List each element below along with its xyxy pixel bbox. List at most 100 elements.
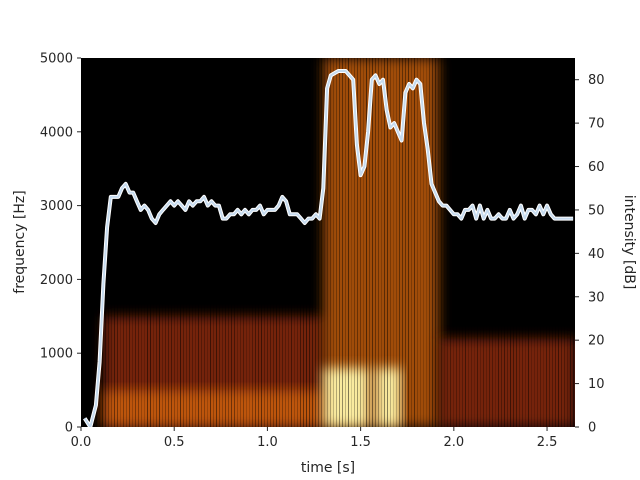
spectrogram-stripe: [408, 58, 409, 427]
spectrogram-stripe: [90, 58, 91, 427]
spectrogram-stripe: [498, 58, 499, 427]
spectrogram-stripe: [174, 58, 175, 427]
spectrogram-stripe: [288, 58, 289, 427]
spectrogram-stripe: [234, 58, 235, 427]
spectrogram-stripe: [573, 58, 574, 427]
x-tick-label: 1.5: [350, 435, 371, 450]
x-tick-label: 0.5: [164, 435, 185, 450]
y-tick-label: 0: [65, 421, 73, 436]
spectrogram-stripe: [201, 58, 202, 427]
spectrogram-stripe: [321, 58, 322, 427]
spectrogram-stripe: [486, 58, 487, 427]
spectrogram-stripe: [537, 58, 538, 427]
spectrogram-stripe: [312, 58, 313, 427]
spectrogram-stripe: [141, 58, 142, 427]
spectrogram-stripe: [360, 58, 361, 427]
spectrogram-stripe: [246, 58, 247, 427]
spectrogram-stripe: [423, 58, 424, 427]
spectrogram-stripe: [213, 58, 214, 427]
spectrogram-stripe: [414, 58, 415, 427]
spectrogram-stripe: [129, 58, 130, 427]
spectrogram-stripe: [102, 58, 103, 427]
y2-tick-label: 0: [588, 421, 596, 436]
spectrogram-stripe: [441, 58, 442, 427]
spectrogram-stripe: [210, 58, 211, 427]
spectrogram-stripe: [348, 58, 349, 427]
spectrogram-stripe: [483, 58, 484, 427]
spectrogram-stripe: [477, 58, 478, 427]
spectrogram-stripe: [552, 58, 553, 427]
spectrogram-stripe: [369, 58, 370, 427]
spectrogram-stripe: [300, 58, 301, 427]
spectrogram-stripe: [237, 58, 238, 427]
spectrogram-stripe: [402, 58, 403, 427]
spectrogram-stripe: [120, 58, 121, 427]
spectrogram-stripe: [468, 58, 469, 427]
spectrogram-stripe: [480, 58, 481, 427]
spectrogram-stripe: [534, 58, 535, 427]
spectrogram-stripe: [396, 58, 397, 427]
spectrogram-stripe: [465, 58, 466, 427]
spectrogram-stripe: [411, 58, 412, 427]
spectrogram-stripe: [330, 58, 331, 427]
spectrogram-stripe: [273, 58, 274, 427]
spectrogram-stripe: [492, 58, 493, 427]
x-axis-label: time [s]: [301, 460, 355, 476]
spectrogram-stripe: [429, 58, 430, 427]
spectrogram-stripe: [252, 58, 253, 427]
spectrogram-stripe: [240, 58, 241, 427]
spectrogram-stripe: [489, 58, 490, 427]
spectrogram-stripe: [420, 58, 421, 427]
spectrogram-stripe: [504, 58, 505, 427]
spectrogram-stripe: [168, 58, 169, 427]
spectrogram-stripe: [522, 58, 523, 427]
y2-axis-ticks: 0 10 20 30 40 50 60 70 80: [575, 73, 605, 436]
spectrogram-stripe: [153, 58, 154, 427]
spectrogram-stripe: [450, 58, 451, 427]
spectrogram-regions: [103, 58, 575, 427]
spectrogram-stripe: [324, 58, 325, 427]
spectrogram-stripe: [513, 58, 514, 427]
spectrogram-stripe: [528, 58, 529, 427]
spectrogram-stripe: [171, 58, 172, 427]
spectrogram-stripe: [84, 58, 85, 427]
spectrogram-stripe: [516, 58, 517, 427]
spectrogram-stripe: [267, 58, 268, 427]
y-tick-label: 2000: [40, 273, 73, 288]
intensity-series: [83, 69, 574, 427]
spectrogram-stripe: [354, 58, 355, 427]
spectrogram-stripe: [159, 58, 160, 427]
spectrogram-stripe: [519, 58, 520, 427]
y2-tick-label: 10: [588, 377, 605, 392]
spectrogram-stripe: [315, 58, 316, 427]
spectrogram-stripe: [216, 58, 217, 427]
x-tick-label: 0.0: [71, 435, 92, 450]
spectrogram-region: [375, 367, 402, 427]
spectrogram-stripe: [561, 58, 562, 427]
spectrogram-stripe: [540, 58, 541, 427]
spectrogram-stripe: [372, 58, 373, 427]
spectrogram-stripe: [459, 58, 460, 427]
spectrogram-stripe: [261, 58, 262, 427]
spectrogram-stripe: [567, 58, 568, 427]
y2-tick-label: 30: [588, 290, 605, 305]
spectrogram-stripe: [198, 58, 199, 427]
spectrogram-stripe: [255, 58, 256, 427]
y2-tick-label: 70: [588, 117, 605, 132]
spectrogram-stripe: [123, 58, 124, 427]
spectrogram-stripe: [345, 58, 346, 427]
y-tick-label: 4000: [40, 125, 73, 140]
spectrogram-stripe: [243, 58, 244, 427]
spectrogram-stripe: [399, 58, 400, 427]
spectrogram-stripe: [531, 58, 532, 427]
spectrogram-stripe: [501, 58, 502, 427]
spectrogram-stripe: [180, 58, 181, 427]
spectrogram-stripe: [276, 58, 277, 427]
spectrogram-stripe: [525, 58, 526, 427]
spectrogram-stripe: [432, 58, 433, 427]
spectrogram-stripe: [156, 58, 157, 427]
spectrogram-stripe: [117, 58, 118, 427]
spectrogram-stripe: [336, 58, 337, 427]
y-axis-ticks: 0 1000 2000 3000 4000 5000: [40, 52, 81, 436]
spectrogram-region: [323, 58, 439, 427]
